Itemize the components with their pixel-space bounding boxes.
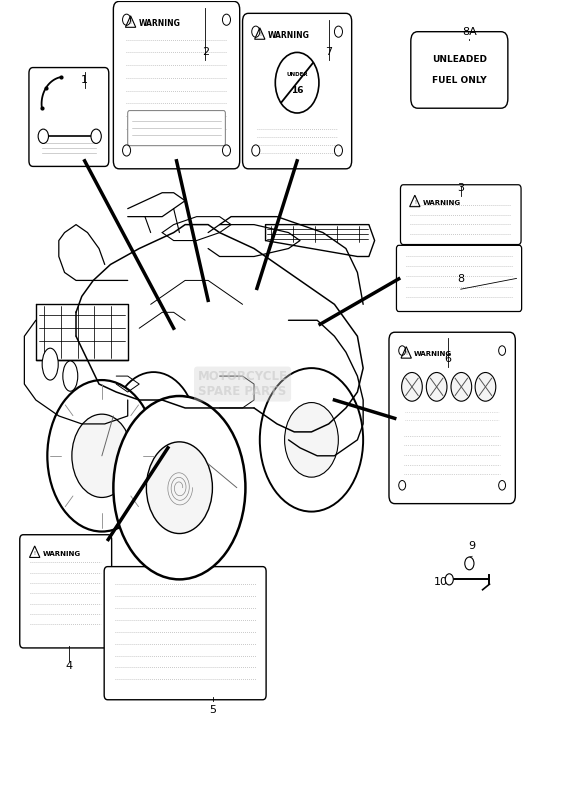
FancyBboxPatch shape — [20, 534, 111, 648]
Circle shape — [91, 129, 102, 143]
Text: 3: 3 — [457, 182, 464, 193]
Text: 8A: 8A — [462, 27, 477, 38]
Text: 1: 1 — [81, 75, 88, 85]
Circle shape — [223, 145, 230, 156]
Text: 7: 7 — [325, 47, 332, 57]
Ellipse shape — [63, 361, 78, 391]
Text: WARNING: WARNING — [268, 31, 310, 40]
FancyBboxPatch shape — [104, 566, 266, 700]
Text: 16: 16 — [291, 86, 304, 95]
Text: WARNING: WARNING — [414, 351, 452, 357]
Text: 4: 4 — [66, 662, 73, 671]
Circle shape — [147, 442, 212, 534]
Text: WARNING: WARNING — [138, 19, 181, 28]
FancyBboxPatch shape — [128, 110, 226, 146]
Text: WARNING: WARNING — [43, 550, 81, 557]
Circle shape — [223, 14, 230, 26]
FancyBboxPatch shape — [29, 67, 109, 166]
Circle shape — [47, 380, 156, 531]
Circle shape — [252, 145, 260, 156]
FancyBboxPatch shape — [396, 246, 522, 311]
Text: 2: 2 — [202, 47, 209, 57]
Circle shape — [38, 129, 48, 143]
Circle shape — [284, 402, 338, 477]
Circle shape — [275, 53, 319, 113]
FancyBboxPatch shape — [400, 185, 521, 245]
Circle shape — [335, 145, 343, 156]
Ellipse shape — [42, 348, 58, 380]
Circle shape — [113, 396, 245, 579]
Text: WARNING: WARNING — [423, 200, 461, 206]
Text: MOTORCYCLE
SPARE PARTS: MOTORCYCLE SPARE PARTS — [197, 370, 287, 398]
Text: !: ! — [414, 200, 416, 205]
FancyBboxPatch shape — [411, 32, 508, 108]
Text: 8: 8 — [457, 274, 464, 285]
Circle shape — [399, 481, 406, 490]
Circle shape — [122, 145, 130, 156]
Circle shape — [451, 373, 471, 401]
Text: FUEL ONLY: FUEL ONLY — [432, 76, 486, 85]
Circle shape — [335, 26, 343, 38]
Text: UNLEADED: UNLEADED — [432, 55, 487, 64]
Circle shape — [110, 372, 197, 492]
Circle shape — [399, 346, 406, 355]
Text: 9: 9 — [469, 542, 476, 551]
FancyBboxPatch shape — [242, 14, 351, 169]
Text: !: ! — [130, 21, 132, 26]
Text: 5: 5 — [209, 706, 216, 715]
Circle shape — [475, 373, 496, 401]
Circle shape — [260, 368, 363, 512]
Text: !: ! — [405, 351, 407, 356]
Circle shape — [499, 481, 505, 490]
Circle shape — [426, 373, 447, 401]
Circle shape — [122, 14, 130, 26]
Text: !: ! — [33, 550, 36, 556]
Text: 10: 10 — [434, 578, 448, 587]
Text: !: ! — [259, 33, 261, 38]
Circle shape — [72, 414, 132, 498]
Circle shape — [445, 574, 454, 585]
Circle shape — [252, 26, 260, 38]
FancyBboxPatch shape — [113, 2, 239, 169]
FancyBboxPatch shape — [389, 332, 515, 504]
Circle shape — [499, 346, 505, 355]
Text: 6: 6 — [445, 354, 452, 364]
Circle shape — [402, 373, 422, 401]
Text: UNDER: UNDER — [286, 72, 308, 78]
Circle shape — [465, 557, 474, 570]
